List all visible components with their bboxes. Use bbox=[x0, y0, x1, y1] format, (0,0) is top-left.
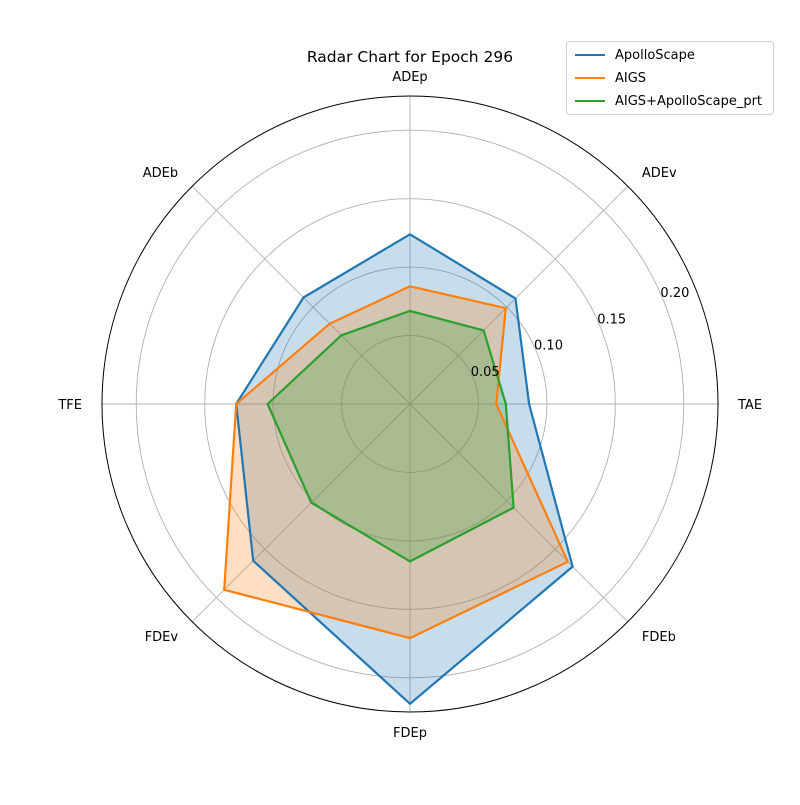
legend-swatch-apolloscape bbox=[575, 54, 605, 56]
legend-item-apolloscape: ApolloScape bbox=[575, 44, 695, 66]
axis-label-adev: ADEv bbox=[642, 166, 677, 181]
radial-tick-label: 0.20 bbox=[660, 286, 689, 301]
legend-item-aigs: AIGS bbox=[575, 67, 646, 89]
legend-label: ApolloScape bbox=[615, 48, 695, 63]
legend-label: AIGS bbox=[615, 71, 646, 86]
axis-label-tae: TAE bbox=[737, 398, 762, 413]
legend-label: AIGS+ApolloScape_prt bbox=[615, 94, 762, 109]
chart-title: Radar Chart for Epoch 296 bbox=[307, 48, 513, 66]
legend-swatch-aigs bbox=[575, 77, 605, 79]
axis-label-fdeb: FDEb bbox=[642, 630, 676, 645]
legend: ApolloScape AIGS AIGS+ApolloScape_prt bbox=[566, 41, 774, 115]
axis-label-adep: ADEp bbox=[392, 70, 427, 85]
axis-label-fdev: FDEv bbox=[145, 630, 179, 645]
radial-tick-label: 0.05 bbox=[471, 365, 500, 380]
axis-label-tfe: TFE bbox=[57, 398, 82, 413]
radial-tick-label: 0.10 bbox=[534, 339, 563, 354]
axis-label-fdep: FDEp bbox=[393, 726, 427, 741]
radial-tick-label: 0.15 bbox=[597, 312, 626, 327]
legend-swatch-aigs-apolloscape-prt bbox=[575, 100, 605, 102]
series-layer bbox=[224, 234, 572, 704]
legend-item-aigs-apolloscape-prt: AIGS+ApolloScape_prt bbox=[575, 90, 762, 112]
axis-label-adeb: ADEb bbox=[143, 166, 178, 181]
